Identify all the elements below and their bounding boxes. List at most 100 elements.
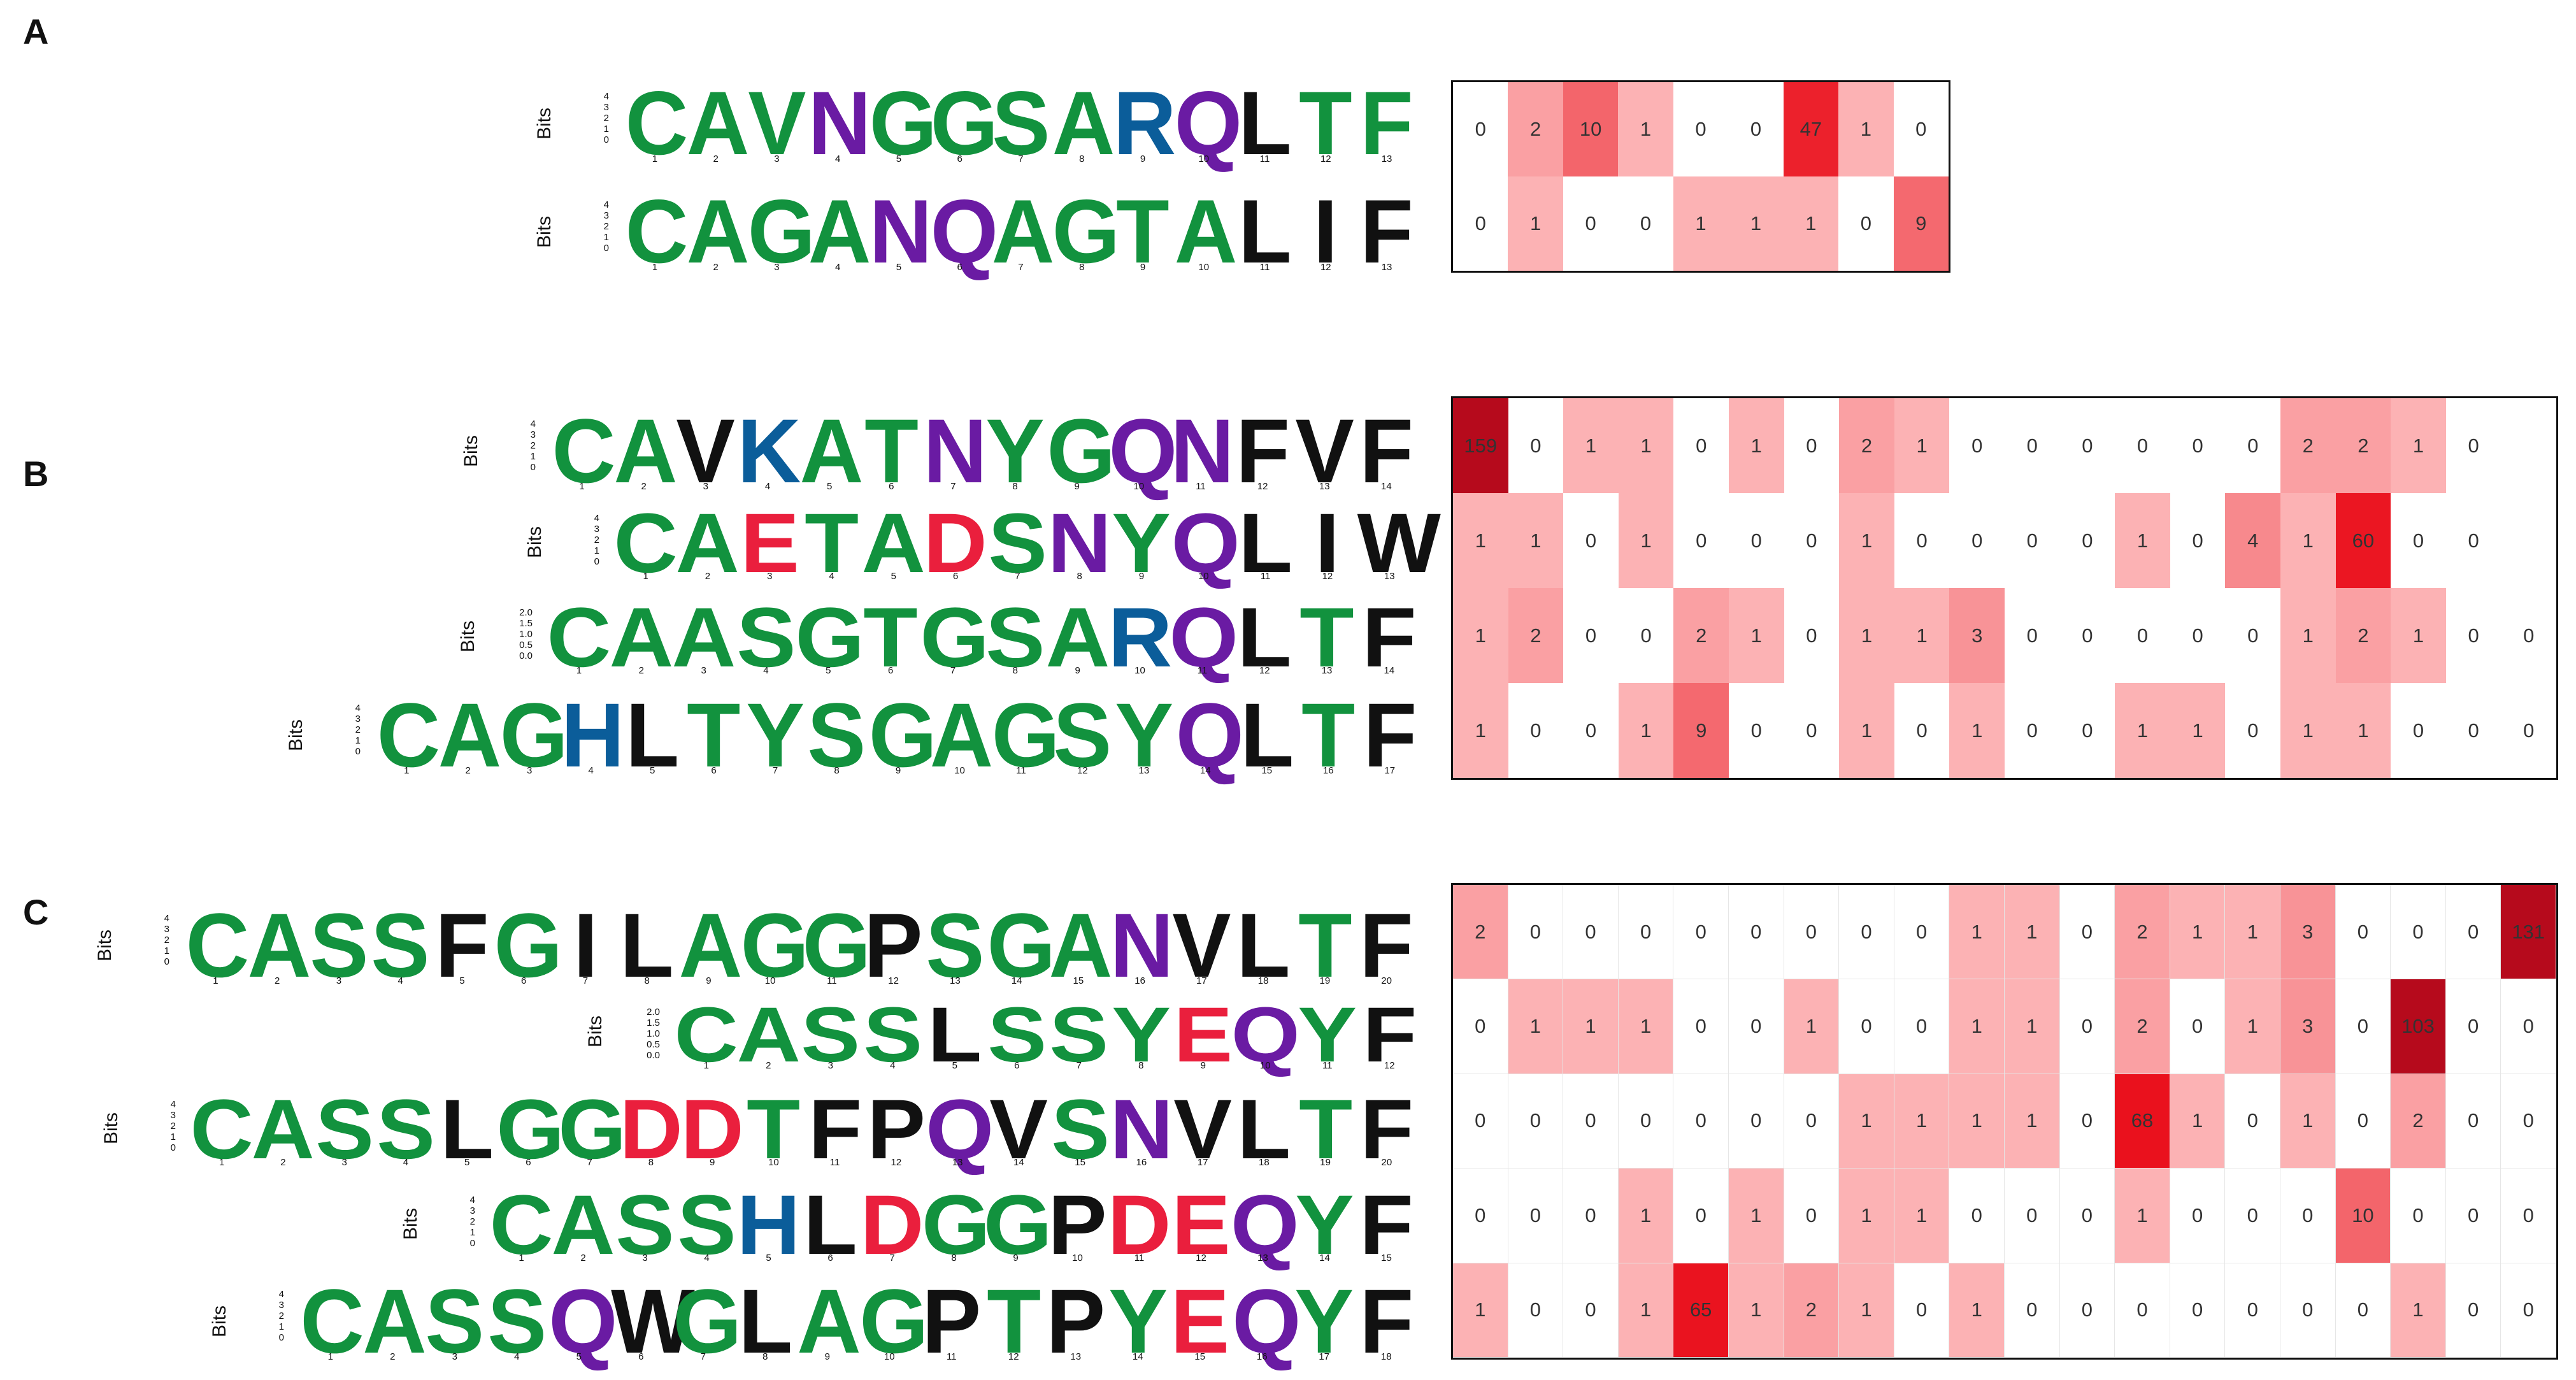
heatmap-cell: 0 [1949, 1168, 2005, 1263]
heatmap-cell: 0 [1508, 1168, 1564, 1263]
bits-axis-ticks: 2.0 1.5 1.0 0.5 0.0 [647, 1006, 660, 1061]
heatmap-cell: 0 [1949, 493, 2005, 588]
logo-letter: G [499, 684, 568, 786]
heatmap-cell: 0 [1453, 1074, 1508, 1169]
logo-letter: V [1172, 895, 1231, 996]
heatmap-cell: 0 [2115, 1263, 2170, 1358]
heatmap-cell: 1 [1839, 1168, 1894, 1263]
logo-letter: G [557, 1082, 626, 1177]
logo-letter: C [625, 73, 689, 174]
heatmap-cell: 0 [2280, 1168, 2336, 1263]
heatmap-cell: 0 [2501, 683, 2556, 778]
heatmap-cell: 1 [1894, 1168, 1950, 1263]
logo-letter: F [1235, 400, 1290, 502]
sequence-logo-3: Bits 4 3 2 1 0 CAVKATNYGQNFVF 1 2 3 4 5 6 7 8 9 10 11 12 13… [461, 403, 1417, 497]
logo-letter: S [985, 591, 1045, 686]
heatmap-cell: 0 [1563, 1168, 1619, 1263]
heatmap-cell: 0 [1894, 979, 1950, 1074]
heatmap-cell: 1 [2115, 493, 2170, 588]
heatmap-cell: 1 [2280, 588, 2336, 683]
logo-letter: Y [1294, 1270, 1354, 1372]
heatmap-cell: 0 [1508, 885, 1564, 980]
heatmap-cell: 0 [2005, 398, 2060, 493]
heatmap-cell: 1 [1729, 588, 1784, 683]
logo-letter: T [986, 1270, 1041, 1372]
heatmap-cell: 0 [1453, 176, 1508, 271]
heatmap-cell: 0 [2170, 979, 2226, 1074]
logo-letter: A [1174, 181, 1238, 282]
heatmap-cell: 1 [1949, 683, 2005, 778]
logo-letter: W [1357, 496, 1441, 591]
logo-letter: P [1048, 1178, 1107, 1273]
bits-axis-label: Bits [524, 526, 545, 558]
heatmap-cell: 2 [1673, 588, 1729, 683]
heatmap-cell: 0 [1728, 82, 1784, 176]
heatmap-cell: 0 [1673, 398, 1729, 493]
logo-letter: D [1107, 1178, 1171, 1273]
heatmap-cell: 1 [1618, 1168, 1674, 1263]
heatmap-cell: 2 [2335, 398, 2391, 493]
heatmap-cell: 10 [2335, 1168, 2391, 1263]
heatmap-cell: 0 [1784, 588, 1840, 683]
bits-axis-label: Bits [209, 1305, 230, 1337]
heatmap-cell: 3 [2280, 979, 2336, 1074]
logo-letter: G [494, 895, 562, 996]
heatmap-cell: 0 [2445, 683, 2501, 778]
logo-letter: D [619, 1082, 683, 1177]
logo-letter: C [300, 1270, 364, 1372]
logo-letter: H [736, 1178, 801, 1273]
logo-letter: A [671, 591, 736, 686]
sequence-logo-7: Bits 4 3 2 1 0 CASSFG I LAGGPSGANVLTF 1 2 3 4 5 6 7 8 9 10… [94, 897, 1417, 991]
logo-letter: G [802, 895, 871, 996]
logo-letter: Q [1108, 400, 1178, 502]
logo-letter: G [740, 895, 809, 996]
heatmap-cell: 0 [1894, 493, 1950, 588]
logo-letter: A [991, 181, 1055, 282]
logo-letter: G [859, 1270, 929, 1372]
logo-letter: G [921, 1178, 991, 1273]
logo-letter: G [991, 684, 1060, 786]
heatmap-cell: 0 [2170, 588, 2226, 683]
logo-letter: G [1052, 181, 1120, 282]
heatmap-cell: 0 [1893, 82, 1949, 176]
logo-positions: 1 2 3 4 5 6 7 8 9 10 11 12 [703, 1060, 1395, 1071]
logo-letter: L [803, 1178, 857, 1273]
logo-letter: F [1359, 1270, 1413, 1372]
heatmap-cell: 2 [2335, 588, 2391, 683]
heatmap-cell: 1 [2005, 1074, 2060, 1169]
logo-letter: G [496, 1082, 565, 1177]
heatmap-b: 159 0 1 1 0 1 0 2 1 0 0 0 0 0 0 2 2 1 0 1 1 0 1 0 0 0 1 0 0 0 0 1 0 4 1 60 0… [1451, 396, 2558, 780]
heatmap-cell: 0 [2059, 683, 2115, 778]
heatmap-cell: 0 [2501, 979, 2556, 1074]
logo-letter: V [1294, 400, 1354, 502]
heatmap-cell: 3 [2280, 885, 2336, 980]
heatmap-cell: 1 [1563, 398, 1619, 493]
heatmap-cell: 0 [2170, 398, 2226, 493]
heatmap-cell: 0 [2059, 979, 2115, 1074]
heatmap-cell: 0 [2501, 1263, 2556, 1358]
heatmap-cell: 0 [2170, 493, 2226, 588]
heatmap-cell: 1 [1508, 493, 1564, 588]
sequence-logo-11: Bits 4 3 2 1 0 CASSQWGLAGPTPYEQYF 1 2 3 4 5 6 7 8 9 10 11… [209, 1273, 1417, 1367]
heatmap-cell: 0 [2391, 885, 2446, 980]
logo-letter: C [613, 496, 678, 591]
logo-letter: R [1113, 73, 1177, 174]
heatmap-cell: 0 [1673, 979, 1729, 1074]
heatmap-cell: 0 [2335, 979, 2391, 1074]
heatmap-cell: 2 [2115, 979, 2170, 1074]
heatmap-cell: 0 [2501, 1168, 2556, 1263]
logo-letter: C [547, 591, 612, 686]
logo-letter: T [747, 1082, 801, 1177]
logo-letter: C [625, 181, 689, 282]
heatmap-cell: 1 [1838, 82, 1894, 176]
logo-letter: G [795, 591, 865, 686]
heatmap-cell: 0 [2225, 1168, 2280, 1263]
logo-letter: C [185, 895, 250, 996]
logo-letter: G [1047, 400, 1116, 502]
logo-letter: N [1047, 496, 1112, 591]
heatmap-cell: 1 [2170, 1074, 2226, 1169]
bits-axis-label: Bits [585, 1016, 606, 1048]
